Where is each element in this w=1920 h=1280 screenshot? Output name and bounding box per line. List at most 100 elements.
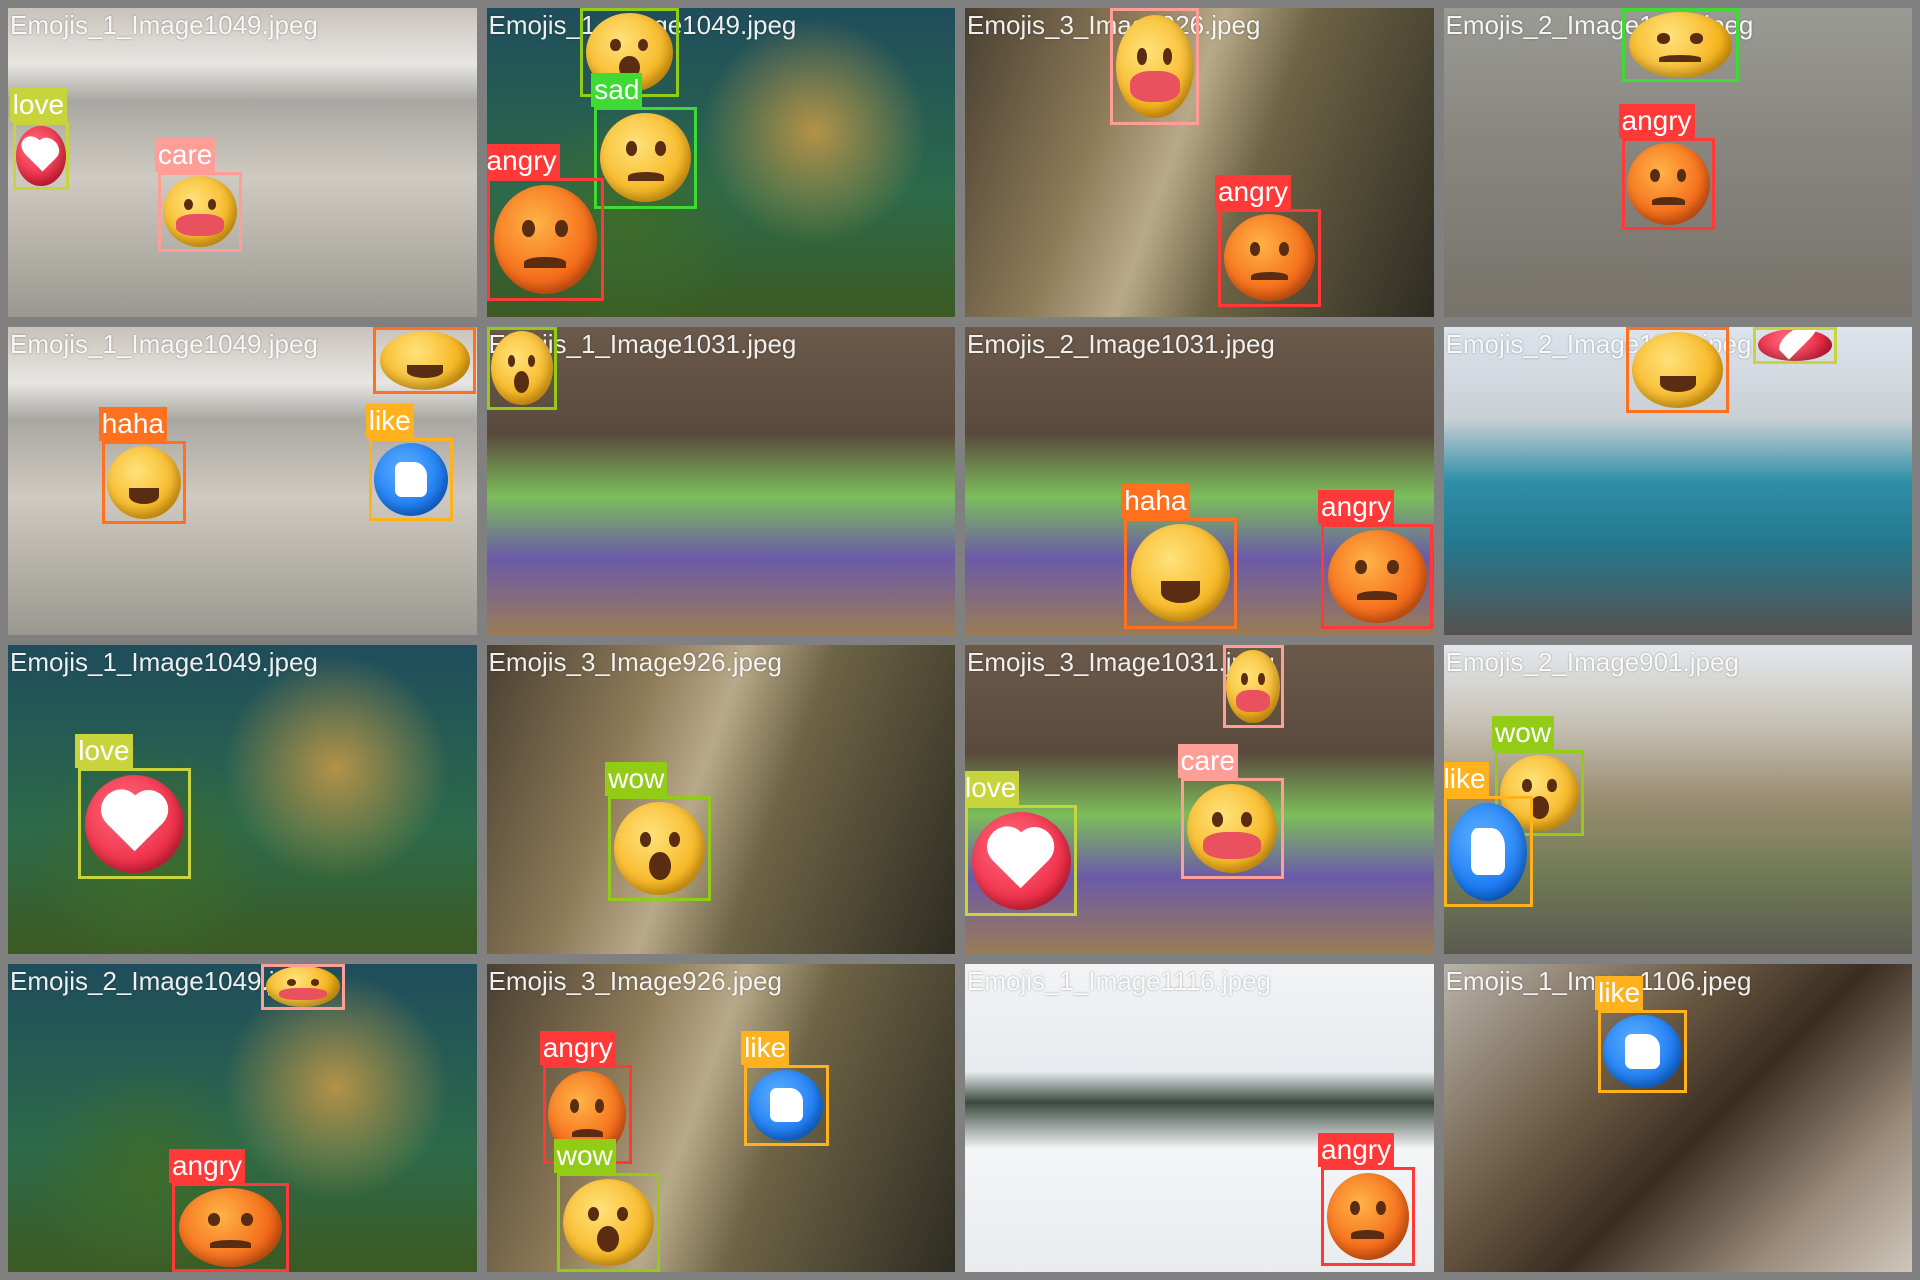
- yellow-haha-emoji-icon: [106, 445, 181, 519]
- blue-like-emoji-icon: [749, 1070, 824, 1141]
- blue-like-emoji-icon: [1448, 802, 1528, 901]
- image-tile: Emojis_1_Image1049.jpegwowsadangry: [486, 8, 955, 317]
- yellow-care-emoji-icon: [1186, 783, 1278, 874]
- yellow-haha-emoji-icon: [379, 330, 471, 391]
- thumb-glyph: [1470, 828, 1506, 876]
- image-tile: Emojis_2_Image901.jpeg wow like: [1443, 645, 1912, 954]
- detection-box: haha: [1626, 326, 1730, 413]
- red-heart-emoji-icon: [16, 126, 66, 186]
- detection-box: haha: [373, 326, 477, 395]
- bounding-box-outline: [1222, 645, 1284, 729]
- bounding-box-outline: [1443, 796, 1533, 908]
- yellow-wow-emoji-icon: [490, 331, 553, 405]
- kids-party-photo: [486, 326, 955, 635]
- bounding-box-outline: [78, 768, 191, 880]
- detection-label: haha: [98, 406, 167, 441]
- detection-label: like: [741, 1031, 790, 1066]
- detection-label: sad: [591, 72, 643, 107]
- detection-label: wow: [605, 762, 668, 797]
- detection-box: care: [1222, 645, 1284, 729]
- detection-label: angry: [486, 143, 560, 178]
- teddy-bear-street-photo: [965, 8, 1434, 317]
- detection-label: love: [965, 771, 1020, 806]
- orange-angry-emoji-icon: [493, 185, 597, 294]
- detection-box: angry: [1318, 1133, 1415, 1266]
- detection-box: haha: [1121, 483, 1237, 629]
- orange-angry-emoji-icon: [1224, 214, 1315, 302]
- detection-label: angry: [1318, 1133, 1395, 1168]
- yellow-care-emoji-icon: [266, 966, 341, 1007]
- image-filename: Emojis_1_Image1116.jpeg: [967, 965, 1272, 996]
- bounding-box-outline: [368, 437, 454, 521]
- detection-label: like: [1595, 975, 1644, 1010]
- teddy-bear-street-photo: [486, 645, 955, 954]
- detection-box: like: [741, 1031, 829, 1146]
- yellow-haha-emoji-icon: [1131, 524, 1230, 623]
- yellow-sad-emoji-icon: [1628, 12, 1732, 78]
- detection-box: angry: [1214, 174, 1322, 308]
- bounding-box-outline: [1321, 523, 1434, 629]
- image-filename: Emojis_1_Image1049.jpeg: [10, 10, 318, 40]
- image-tile: Emojis_3_Image926.jpeg angry like wow: [486, 963, 955, 1272]
- thumb-glyph: [394, 461, 428, 497]
- yellow-wow-emoji-icon: [562, 1179, 654, 1267]
- grilled-fish-photo: [1443, 963, 1912, 1272]
- image-tile: Emojis_2_Image1017.jpegsadangry: [1443, 8, 1912, 317]
- detection-label: like: [1443, 762, 1489, 797]
- bounding-box-outline: [486, 177, 604, 302]
- image-filename: Emojis_3_Image926.jpeg: [488, 647, 782, 677]
- detection-label: angry: [1618, 103, 1695, 138]
- bounding-box-outline: [1180, 777, 1284, 880]
- bounding-box-outline: [157, 171, 243, 252]
- detection-box: wow: [605, 762, 712, 902]
- yellow-sad-emoji-icon: [600, 112, 692, 203]
- image-filename: Emojis_2_Image1031.jpeg: [967, 328, 1275, 359]
- detection-box: like: [365, 403, 454, 521]
- orange-angry-emoji-icon: [1627, 143, 1710, 225]
- bounding-box-outline: [1110, 8, 1200, 126]
- blue-like-emoji-icon: [373, 442, 448, 516]
- image-filename: Emojis_1_Image1049.jpeg: [10, 647, 318, 677]
- bounding-box-outline: [556, 1173, 660, 1272]
- detection-box: care: [154, 137, 243, 252]
- bounding-box-outline: [1598, 1009, 1688, 1094]
- yellow-wow-emoji-icon: [614, 802, 706, 895]
- bounding-box-outline: [1626, 326, 1730, 413]
- detection-label: care: [1177, 743, 1238, 778]
- thumb-glyph: [1625, 1033, 1660, 1069]
- detection-box: like: [1595, 975, 1688, 1094]
- bounding-box-outline: [594, 106, 698, 209]
- detection-label: angry: [539, 1031, 616, 1066]
- detection-label: love: [75, 734, 133, 769]
- image-filename: Emojis_1_Image1049.jpeg: [10, 328, 318, 359]
- detection-box: angry: [539, 1031, 632, 1165]
- bounding-box-outline: [12, 122, 69, 190]
- detection-box: wow: [553, 1139, 660, 1272]
- blue-like-emoji-icon: [1603, 1014, 1682, 1089]
- detection-box: love: [1752, 326, 1838, 364]
- detection-label: wow: [1492, 715, 1555, 750]
- detection-label: angry: [1214, 174, 1292, 209]
- detection-box: love: [9, 88, 69, 190]
- detection-box: love: [75, 734, 191, 880]
- bounding-box-outline: [1621, 8, 1739, 83]
- yellow-wow-emoji-icon: [1500, 755, 1579, 832]
- bounding-box-outline: [1495, 749, 1585, 837]
- thumb-glyph: [769, 1088, 803, 1123]
- yellow-care-emoji-icon: [1115, 15, 1194, 119]
- detection-label: angry: [1318, 489, 1395, 524]
- bounding-box-outline: [1217, 208, 1322, 308]
- bounding-box-outline: [1752, 326, 1838, 364]
- detection-box: angry: [486, 143, 604, 302]
- yellow-haha-emoji-icon: [1632, 331, 1724, 408]
- bounding-box-outline: [486, 326, 557, 410]
- detection-box: angry: [168, 1148, 290, 1272]
- detection-box: wow: [1492, 715, 1585, 837]
- bounding-box-outline: [744, 1065, 829, 1146]
